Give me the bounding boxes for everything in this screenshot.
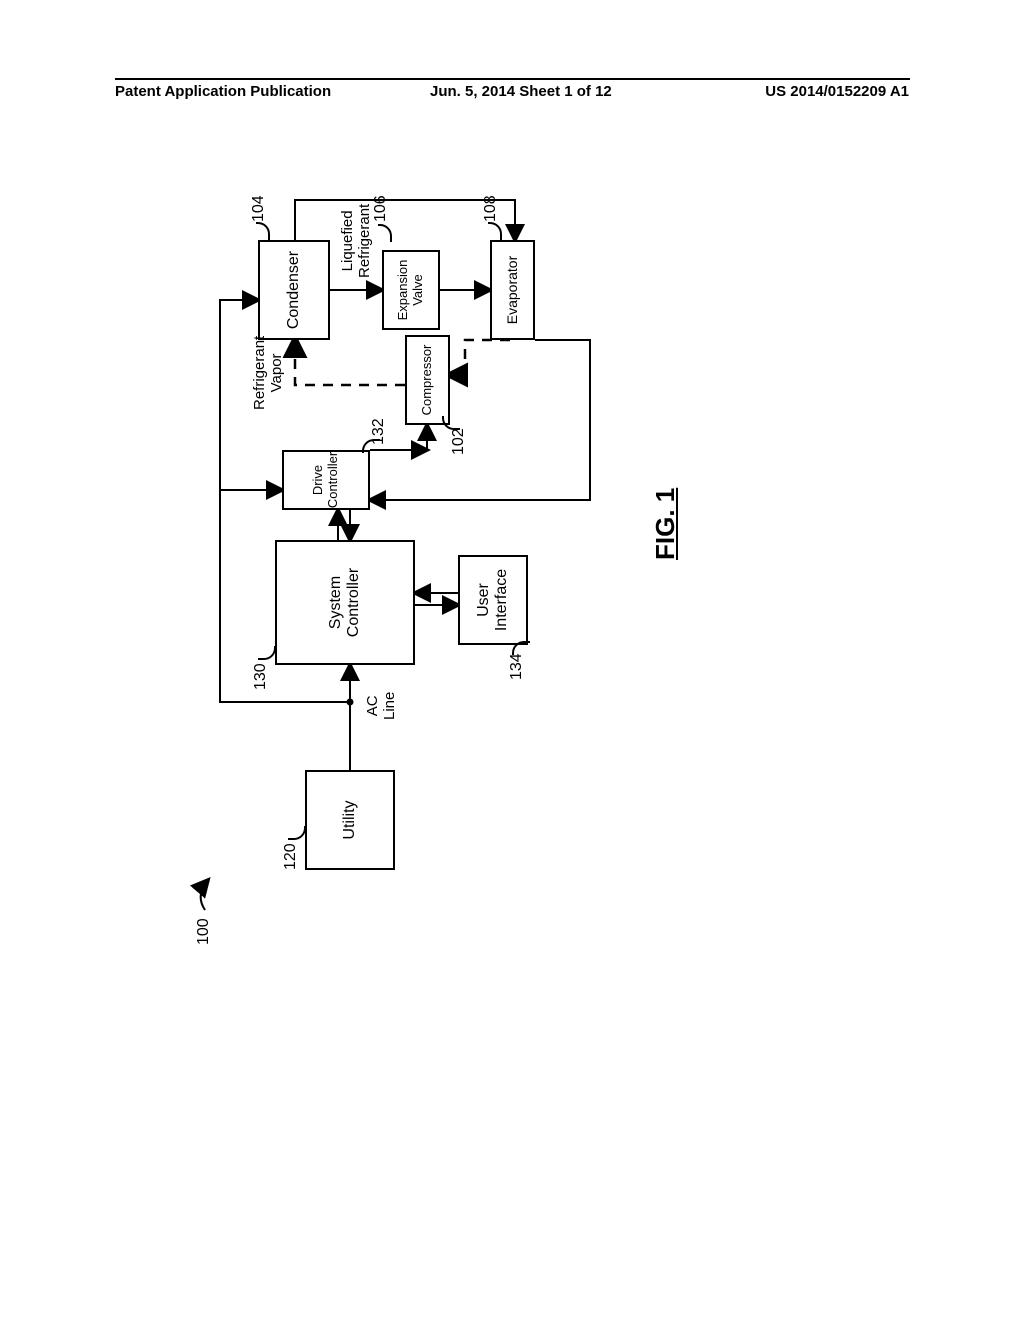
compressor-label: Compressor xyxy=(420,345,435,416)
label-acline: AC Line xyxy=(365,692,398,720)
page: Patent Application Publication Jun. 5, 2… xyxy=(0,0,1024,1320)
header-center: Jun. 5, 2014 Sheet 1 of 12 xyxy=(430,83,612,100)
utility-label: Utility xyxy=(341,800,359,839)
label-liquid: Liquefied Refrigerant xyxy=(340,204,373,278)
expval-label: Expansion Valve xyxy=(396,260,426,321)
header-left: Patent Application Publication xyxy=(115,83,331,100)
ref-ui: 134 xyxy=(508,653,526,680)
ui-label: User Interface xyxy=(475,569,512,631)
diagram-rotated: Utility 120 System Controller 130 User I… xyxy=(190,200,990,840)
ref-sysctrl: 130 xyxy=(252,663,270,690)
sysctrl-label: System Controller xyxy=(327,568,364,637)
block-evap: Evaporator xyxy=(490,240,535,340)
block-drvctrl: Drive Controller xyxy=(282,450,370,510)
figure-title: FIG. 1 xyxy=(650,488,681,560)
block-ui: User Interface xyxy=(458,555,528,645)
wire-vapor xyxy=(295,338,405,385)
header-right: US 2014/0152209 A1 xyxy=(765,83,909,100)
drvctrl-label: Drive Controller xyxy=(311,452,341,508)
label-vapor: Refrigerant Vapor xyxy=(252,336,285,410)
evap-label: Evaporator xyxy=(504,256,520,324)
ref-compressor: 102 xyxy=(450,428,468,455)
ref-condenser: 104 xyxy=(250,195,268,222)
block-expval: Expansion Valve xyxy=(382,250,440,330)
block-utility: Utility xyxy=(305,770,395,870)
ref-100-arrow xyxy=(201,880,208,910)
ref-utility: 120 xyxy=(282,843,300,870)
block-condenser: Condenser xyxy=(258,240,330,340)
ref-expval: 106 xyxy=(372,195,390,222)
block-sysctrl: System Controller xyxy=(275,540,415,665)
ref-system: 100 xyxy=(195,918,213,945)
ref-evap: 108 xyxy=(482,195,500,222)
wire-evap-comp xyxy=(448,340,510,375)
header-rule xyxy=(115,78,910,80)
block-compressor: Compressor xyxy=(405,335,450,425)
wire-evap-to-drv xyxy=(370,340,590,500)
condenser-label: Condenser xyxy=(285,251,303,329)
